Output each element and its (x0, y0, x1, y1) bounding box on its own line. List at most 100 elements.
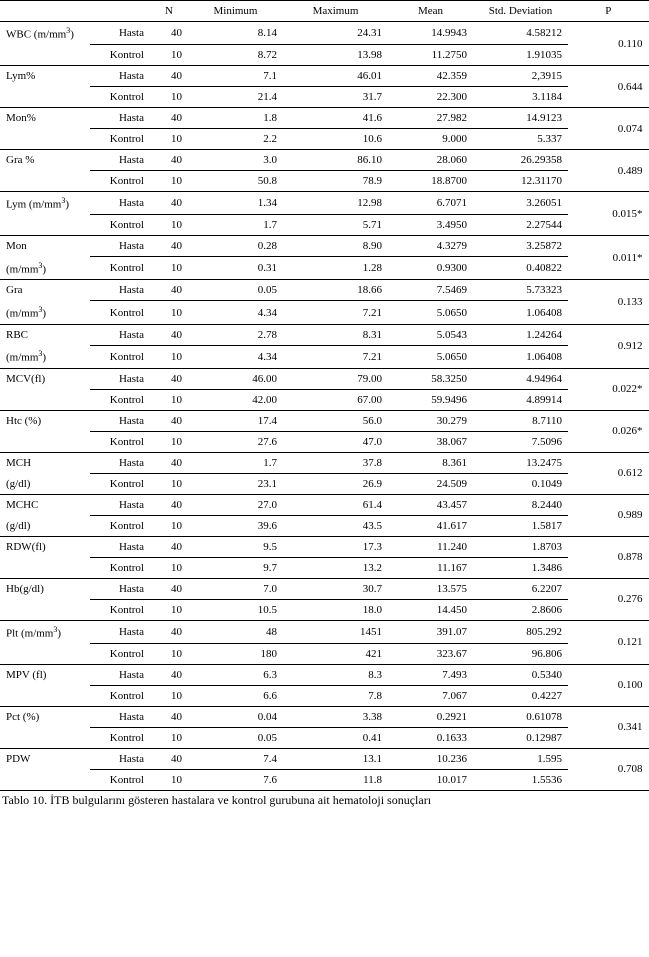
group-label: Hasta (90, 452, 150, 473)
group-label: Kontrol (90, 215, 150, 236)
cell-sd: 2,3915 (473, 66, 568, 87)
group-label: Hasta (90, 494, 150, 515)
table-row: (m/mm3)Kontrol100.311.280.93000.40822 (0, 257, 649, 280)
cell-max: 11.8 (283, 769, 388, 790)
group-label: Kontrol (90, 45, 150, 66)
group-label: Kontrol (90, 257, 150, 280)
cell-max: 0.41 (283, 727, 388, 748)
cell-max: 47.0 (283, 431, 388, 452)
table-caption: Tablo 10. İTB bulgularını gösteren hasta… (0, 791, 649, 826)
table-row: MCHCHasta4027.061.443.4578.24400.989 (0, 494, 649, 515)
cell-max: 10.6 (283, 129, 388, 150)
param-label: (m/mm3) (0, 257, 90, 280)
cell-mean: 38.067 (388, 431, 473, 452)
param-label: RBC (0, 324, 90, 345)
cell-p: 0.074 (568, 108, 649, 150)
cell-mean: 0.2921 (388, 706, 473, 727)
cell-mean: 9.000 (388, 129, 473, 150)
cell-n: 40 (150, 236, 188, 257)
table-row: Lym (m/mm3)Hasta401.3412.986.70713.26051… (0, 192, 649, 215)
table-row: Pct (%)Hasta400.043.380.29210.610780.341 (0, 706, 649, 727)
header-mean: Mean (388, 1, 473, 22)
cell-min: 2.78 (188, 324, 283, 345)
cell-mean: 0.9300 (388, 257, 473, 280)
header-p: P (568, 1, 649, 22)
cell-max: 1.28 (283, 257, 388, 280)
param-label (0, 685, 90, 706)
param-label: MCHC (0, 494, 90, 515)
cell-n: 10 (150, 171, 188, 192)
cell-p: 0.989 (568, 494, 649, 536)
cell-sd: 12.31170 (473, 171, 568, 192)
cell-min: 1.7 (188, 215, 283, 236)
table-row: Kontrol108.7213.9811.27501.91035 (0, 45, 649, 66)
cell-mean: 14.9943 (388, 22, 473, 45)
cell-n: 40 (150, 280, 188, 301)
group-label: Hasta (90, 536, 150, 557)
cell-max: 86.10 (283, 150, 388, 171)
cell-n: 10 (150, 557, 188, 578)
cell-max: 8.3 (283, 664, 388, 685)
cell-max: 7.21 (283, 345, 388, 368)
cell-p: 0.133 (568, 280, 649, 324)
cell-mean: 3.4950 (388, 215, 473, 236)
cell-sd: 5.73323 (473, 280, 568, 301)
param-label: MCH (0, 452, 90, 473)
cell-mean: 30.279 (388, 410, 473, 431)
cell-sd: 0.12987 (473, 727, 568, 748)
param-label: Mon% (0, 108, 90, 129)
table-row: RDW(fl)Hasta409.517.311.2401.87030.878 (0, 536, 649, 557)
param-label: Plt (m/mm3) (0, 620, 90, 643)
cell-mean: 58.3250 (388, 368, 473, 389)
cell-p: 0.878 (568, 536, 649, 578)
header-sd: Std. Deviation (473, 1, 568, 22)
cell-min: 180 (188, 643, 283, 664)
cell-mean: 59.9496 (388, 389, 473, 410)
cell-mean: 11.2750 (388, 45, 473, 66)
table-row: Kontrol106.67.87.0670.4227 (0, 685, 649, 706)
group-label: Kontrol (90, 515, 150, 536)
table-row: Kontrol1010.518.014.4502.8606 (0, 599, 649, 620)
group-label: Hasta (90, 150, 150, 171)
header-row: N Minimum Maximum Mean Std. Deviation P (0, 1, 649, 22)
cell-min: 21.4 (188, 87, 283, 108)
cell-min: 3.0 (188, 150, 283, 171)
table-row: RBCHasta402.788.315.05431.242640.912 (0, 324, 649, 345)
header-max: Maximum (283, 1, 388, 22)
param-label: MCV(fl) (0, 368, 90, 389)
param-label (0, 769, 90, 790)
cell-p: 0.121 (568, 620, 649, 664)
cell-sd: 1.91035 (473, 45, 568, 66)
cell-max: 8.31 (283, 324, 388, 345)
cell-sd: 2.8606 (473, 599, 568, 620)
cell-min: 17.4 (188, 410, 283, 431)
cell-sd: 1.24264 (473, 324, 568, 345)
group-label: Hasta (90, 748, 150, 769)
table-row: WBC (m/mm3)Hasta408.1424.3114.99434.5821… (0, 22, 649, 45)
cell-min: 0.28 (188, 236, 283, 257)
param-label: Lym (m/mm3) (0, 192, 90, 215)
param-label (0, 557, 90, 578)
cell-mean: 7.067 (388, 685, 473, 706)
cell-sd: 0.61078 (473, 706, 568, 727)
cell-min: 9.7 (188, 557, 283, 578)
table-row: Kontrol100.050.410.16330.12987 (0, 727, 649, 748)
table-row: Gra %Hasta403.086.1028.06026.293580.489 (0, 150, 649, 171)
param-label: Mon (0, 236, 90, 257)
table-row: PDWHasta407.413.110.2361.5950.708 (0, 748, 649, 769)
cell-max: 7.8 (283, 685, 388, 706)
param-label (0, 87, 90, 108)
cell-n: 10 (150, 685, 188, 706)
group-label: Kontrol (90, 389, 150, 410)
cell-sd: 0.4227 (473, 685, 568, 706)
param-label (0, 431, 90, 452)
cell-p: 0.276 (568, 578, 649, 620)
cell-mean: 5.0650 (388, 345, 473, 368)
cell-sd: 1.5536 (473, 769, 568, 790)
cell-mean: 28.060 (388, 150, 473, 171)
cell-mean: 41.617 (388, 515, 473, 536)
param-label (0, 215, 90, 236)
cell-n: 40 (150, 324, 188, 345)
cell-max: 12.98 (283, 192, 388, 215)
group-label: Hasta (90, 280, 150, 301)
